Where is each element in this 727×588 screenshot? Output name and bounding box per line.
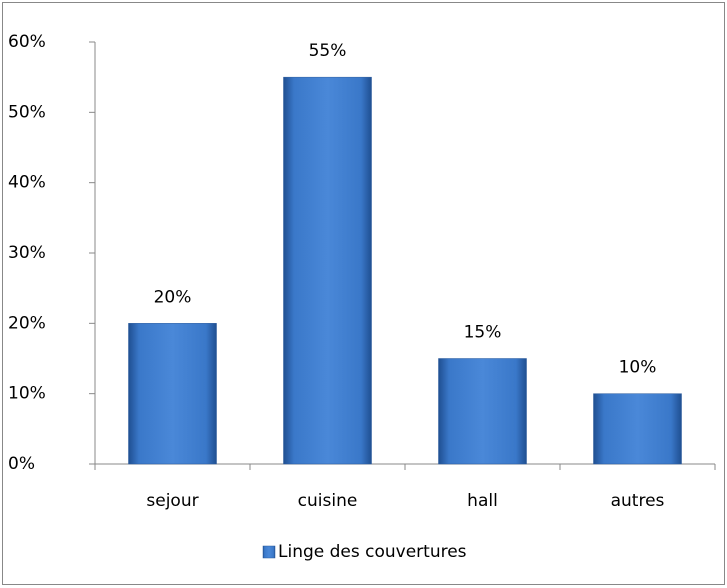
bar [593, 393, 682, 465]
y-tick-label: 0% [8, 454, 35, 474]
bar [438, 358, 527, 465]
value-label: 10% [619, 358, 657, 378]
value-label: 15% [464, 323, 502, 343]
y-tick-label: 50% [8, 102, 46, 122]
x-tick-label: autres [611, 491, 665, 511]
x-tick-label: hall [467, 491, 498, 511]
x-tick-label: sejour [146, 491, 198, 511]
legend-swatch [262, 545, 276, 559]
value-label: 20% [154, 287, 192, 307]
y-tick-label: 20% [8, 313, 46, 333]
bar [283, 76, 372, 465]
legend-label: Linge des couvertures [278, 542, 467, 562]
y-tick-label: 60% [8, 32, 46, 52]
bar [128, 323, 217, 465]
x-tick-label: cuisine [298, 491, 358, 511]
y-tick-label: 40% [8, 173, 46, 193]
y-tick-label: 30% [8, 243, 46, 263]
value-label: 55% [309, 41, 347, 61]
y-tick-label: 10% [8, 384, 46, 404]
